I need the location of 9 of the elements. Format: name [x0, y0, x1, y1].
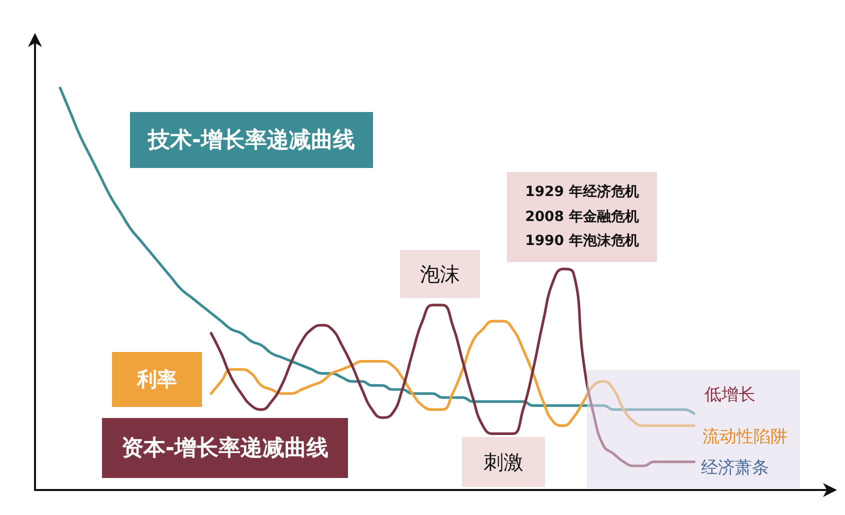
- text: 资本-增长率递减曲线: [102, 418, 348, 478]
- text: 低增长: [704, 384, 756, 407]
- text: 流动性陷阱: [702, 426, 788, 449]
- annotation: 1929 年经济危机 2008 年金融危机 1990 年泡沫危机: [507, 172, 657, 262]
- annotation: 泡沫: [400, 250, 480, 298]
- text: 技术-增长率递减曲线: [130, 112, 373, 168]
- annotation: 刺激: [462, 437, 545, 487]
- series-label: 利率: [112, 352, 202, 407]
- text: 经济萧条: [700, 456, 770, 480]
